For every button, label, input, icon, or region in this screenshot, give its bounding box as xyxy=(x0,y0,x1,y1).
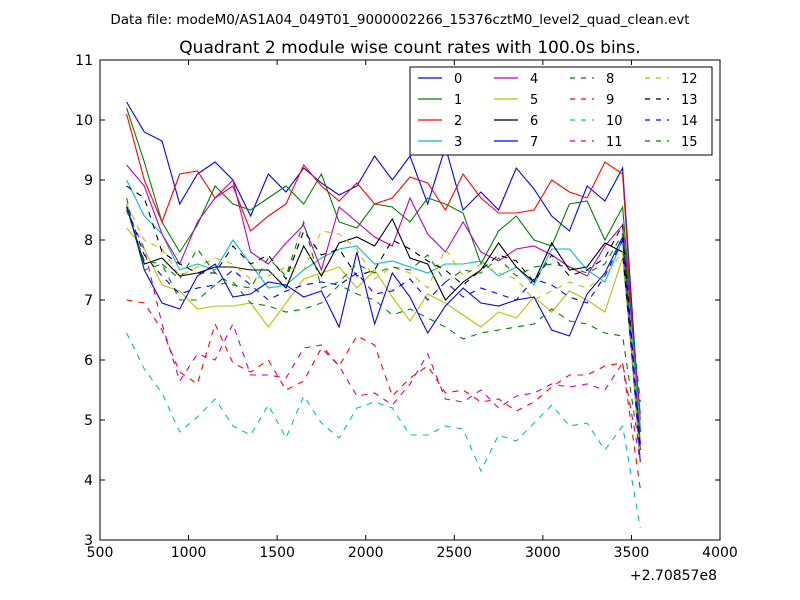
y-tick-label: 5 xyxy=(84,413,93,429)
series-line-10 xyxy=(126,332,641,529)
figure-suptitle: Data file: modeM0/AS1A04_049T01_90000022… xyxy=(110,12,689,28)
y-tick-label: 3 xyxy=(84,533,93,549)
legend-label-12: 12 xyxy=(681,72,698,87)
y-tick-label: 9 xyxy=(84,173,93,189)
legend-label-4: 4 xyxy=(530,72,538,87)
legend-box xyxy=(409,66,713,156)
series-layer xyxy=(126,101,641,529)
y-tick-label: 8 xyxy=(84,233,93,249)
x-tick-label: 2000 xyxy=(348,545,384,561)
series-line-7 xyxy=(126,203,641,463)
series-line-11 xyxy=(126,209,641,463)
series-line-6 xyxy=(126,206,641,451)
series-line-2 xyxy=(126,113,641,445)
ticks-layer: 500 1000 1500 2000 2500 3000 3500 4000345678910… xyxy=(75,53,738,561)
x-tick-label: 1000 xyxy=(171,545,207,561)
x-tick-label: 3500 xyxy=(614,545,650,561)
series-line-0 xyxy=(126,101,641,433)
series-line-15 xyxy=(126,209,641,403)
legend-label-3: 3 xyxy=(454,135,462,150)
legend-label-6: 6 xyxy=(530,114,538,129)
legend-label-10: 10 xyxy=(606,114,623,129)
series-line-3 xyxy=(126,179,641,427)
y-tick-label: 11 xyxy=(75,53,93,69)
series-line-14 xyxy=(126,206,641,445)
legend-label-14: 14 xyxy=(681,114,698,129)
legend-label-0: 0 xyxy=(454,72,462,87)
legend-label-9: 9 xyxy=(606,93,614,108)
legend-label-13: 13 xyxy=(681,93,698,108)
y-tick-label: 7 xyxy=(84,293,93,309)
legend-label-15: 15 xyxy=(681,135,698,150)
series-line-9 xyxy=(126,299,641,490)
x-offset-label: +2.70857e8 xyxy=(630,568,717,584)
legend-label-8: 8 xyxy=(606,72,614,87)
legend-label-1: 1 xyxy=(454,93,462,108)
y-tick-label: 6 xyxy=(84,353,93,369)
legend-label-5: 5 xyxy=(530,93,538,108)
chart-title: Quadrant 2 module wise count rates with … xyxy=(179,38,640,58)
series-line-4 xyxy=(126,164,641,415)
x-tick-label: 2500 xyxy=(436,545,472,561)
legend-label-2: 2 xyxy=(454,114,462,129)
legend-label-7: 7 xyxy=(530,135,538,150)
x-tick-label: 500 xyxy=(87,545,114,561)
x-tick-label: 3000 xyxy=(525,545,561,561)
series-line-8 xyxy=(126,197,641,457)
legend-label-11: 11 xyxy=(606,135,623,150)
y-tick-label: 4 xyxy=(84,473,93,489)
series-line-5 xyxy=(126,227,641,445)
x-tick-label: 4000 xyxy=(702,545,738,561)
x-tick-label: 1500 xyxy=(259,545,295,561)
series-line-13 xyxy=(126,185,641,451)
y-tick-label: 10 xyxy=(75,113,93,129)
